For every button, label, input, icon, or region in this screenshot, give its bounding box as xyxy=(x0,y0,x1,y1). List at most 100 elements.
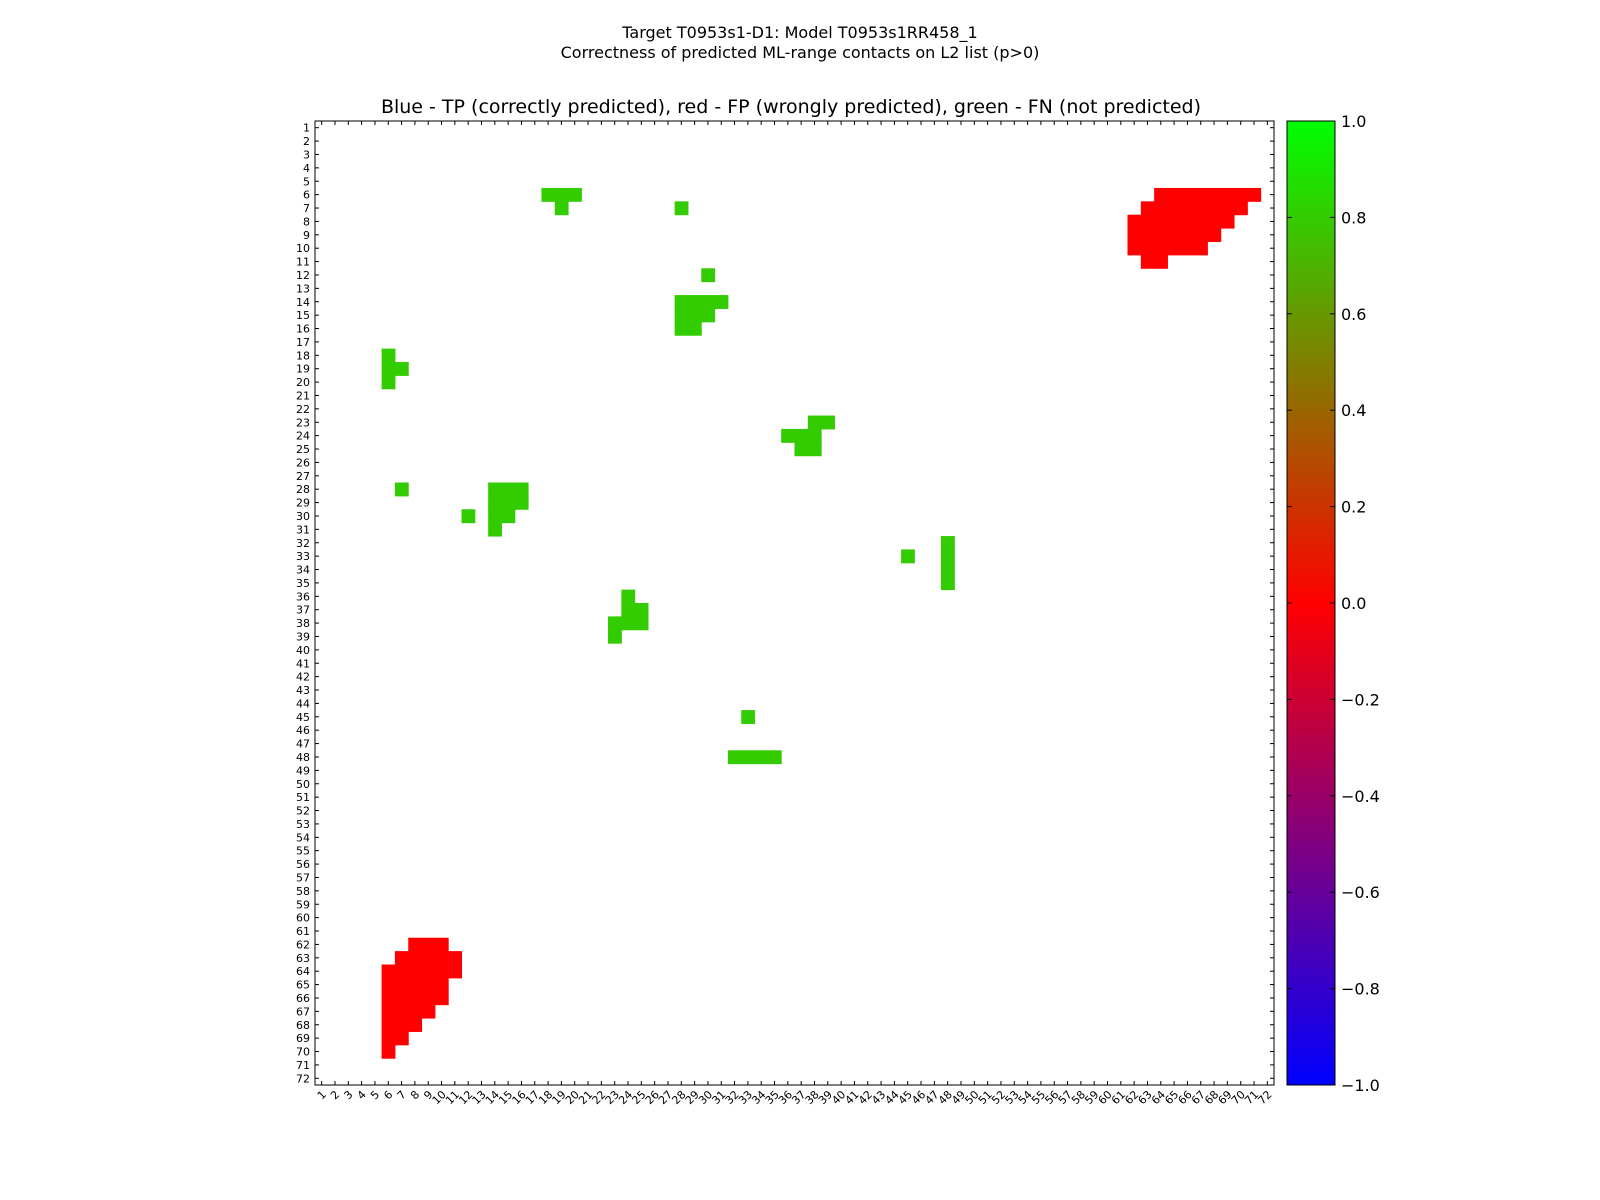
contact-cell-fn xyxy=(781,428,795,443)
contact-cell-fp xyxy=(1127,214,1142,229)
contact-cell-fn xyxy=(394,362,409,376)
y-tick-label: 37 xyxy=(296,604,310,617)
contact-cell-fp xyxy=(408,937,423,952)
x-tick-label: 72 xyxy=(1255,1088,1274,1107)
contact-cell-fn xyxy=(807,415,822,430)
contact-cell-fn xyxy=(514,482,529,497)
contact-cell-fn xyxy=(941,549,955,564)
y-tick-label: 68 xyxy=(296,1019,310,1032)
contact-cell-fp xyxy=(1207,201,1222,216)
contact-cell-fn xyxy=(608,629,622,644)
contact-cell-fn xyxy=(687,308,702,323)
contact-cell-fp xyxy=(1180,187,1195,202)
contact-cell-fp xyxy=(1180,228,1195,242)
contact-cell-fp xyxy=(1207,187,1222,202)
contact-cell-fp xyxy=(434,977,449,992)
x-tick-label: 4 xyxy=(355,1088,369,1102)
contact-cell-fp xyxy=(1140,228,1155,242)
contact-cell-fp xyxy=(1154,228,1168,242)
contact-cell-fp xyxy=(434,991,449,1006)
contact-cell-fp xyxy=(421,937,436,952)
x-tick-label: 2 xyxy=(328,1088,342,1102)
contact-cell-fp xyxy=(1154,201,1168,216)
contact-cell-fp xyxy=(421,1004,436,1019)
y-tick-label: 23 xyxy=(296,416,310,429)
y-tick-label: 60 xyxy=(296,912,310,925)
y-tick-label: 57 xyxy=(296,871,310,884)
plot-area xyxy=(315,121,1274,1085)
contact-cell-fp xyxy=(421,951,436,965)
y-tick-label: 1 xyxy=(303,122,310,135)
y-tick-label: 36 xyxy=(296,590,310,603)
y-tick-label: 56 xyxy=(296,858,310,871)
y-tick-label: 53 xyxy=(296,818,310,831)
y-tick-label: 25 xyxy=(296,443,310,456)
contact-cell-fp xyxy=(1154,187,1168,202)
colorbar-tick-label: −0.8 xyxy=(1341,980,1380,999)
x-tick-label: 5 xyxy=(368,1088,382,1102)
y-tick-label: 67 xyxy=(296,1005,310,1018)
y-tick-label: 35 xyxy=(296,577,310,590)
contact-cell-fp xyxy=(1220,201,1235,216)
contact-cell-fp xyxy=(1180,241,1195,256)
contact-cell-fp xyxy=(1194,187,1208,202)
y-tick-label: 27 xyxy=(296,470,310,483)
contact-cell-fp xyxy=(448,951,463,965)
contact-cell-fp xyxy=(1154,214,1168,229)
colorbar-tick-label: −1.0 xyxy=(1341,1076,1380,1095)
contact-cell-fn xyxy=(501,495,516,510)
contact-cell-fp xyxy=(381,1018,396,1032)
contact-cell-fn xyxy=(821,415,835,430)
y-tick-label: 43 xyxy=(296,684,310,697)
contact-cell-fn xyxy=(608,616,622,631)
contact-cell-fp xyxy=(381,1004,396,1019)
contact-cell-fp xyxy=(1127,241,1142,256)
contact-cell-fp xyxy=(394,1031,409,1046)
contact-cell-fn xyxy=(541,187,556,202)
contact-cell-fp xyxy=(1127,228,1142,242)
heatmap-cells xyxy=(381,187,1262,1059)
contact-cell-fn xyxy=(687,295,702,309)
contact-cell-fn xyxy=(674,201,689,216)
contact-cell-fp xyxy=(448,964,463,979)
contact-cell-fn xyxy=(674,308,689,323)
y-tick-label: 17 xyxy=(296,336,310,349)
contact-cell-fn xyxy=(741,750,756,765)
contact-cell-fn xyxy=(714,295,729,309)
y-tick-label: 18 xyxy=(296,349,310,362)
contact-cell-fp xyxy=(381,1044,396,1059)
contact-cell-fn xyxy=(767,750,782,765)
y-tick-label: 38 xyxy=(296,617,310,630)
contact-cell-fp xyxy=(1140,214,1155,229)
contact-cell-fn xyxy=(381,362,396,376)
y-tick-label: 3 xyxy=(303,148,310,161)
contact-cell-fn xyxy=(514,495,529,510)
y-tick-label: 70 xyxy=(296,1046,310,1059)
plot-title: Blue - TP (correctly predicted), red - F… xyxy=(381,96,1201,118)
contact-cell-fp xyxy=(1180,201,1195,216)
contact-cell-fn xyxy=(701,295,716,309)
contact-cell-fp xyxy=(434,951,449,965)
y-tick-label: 58 xyxy=(296,885,310,898)
y-tick-label: 65 xyxy=(296,979,310,992)
figure-suptitle-line-2: Correctness of predicted ML-range contac… xyxy=(561,43,1040,62)
contact-cell-fp xyxy=(1180,214,1195,229)
contact-cell-fn xyxy=(727,750,742,765)
y-tick-label: 7 xyxy=(303,202,310,215)
y-tick-label: 4 xyxy=(303,162,310,175)
contact-cell-fp xyxy=(434,964,449,979)
contact-cell-fn xyxy=(381,348,396,363)
contact-cell-fp xyxy=(394,951,409,965)
colorbar-tick-label: 0.2 xyxy=(1341,498,1366,517)
plot-frame xyxy=(314,120,1275,1086)
contact-cell-fp xyxy=(434,937,449,952)
contact-cell-fn xyxy=(488,482,502,497)
contact-cell-fp xyxy=(408,951,423,965)
y-axis-ticks: 1234567891011121314151617181920212223242… xyxy=(296,122,1274,1085)
colorbar-tick-label: 0.8 xyxy=(1341,208,1366,227)
contact-cell-fp xyxy=(1140,254,1155,269)
colorbar-tick-label: −0.6 xyxy=(1341,883,1380,902)
y-tick-label: 63 xyxy=(296,952,310,965)
y-tick-label: 33 xyxy=(296,550,310,563)
